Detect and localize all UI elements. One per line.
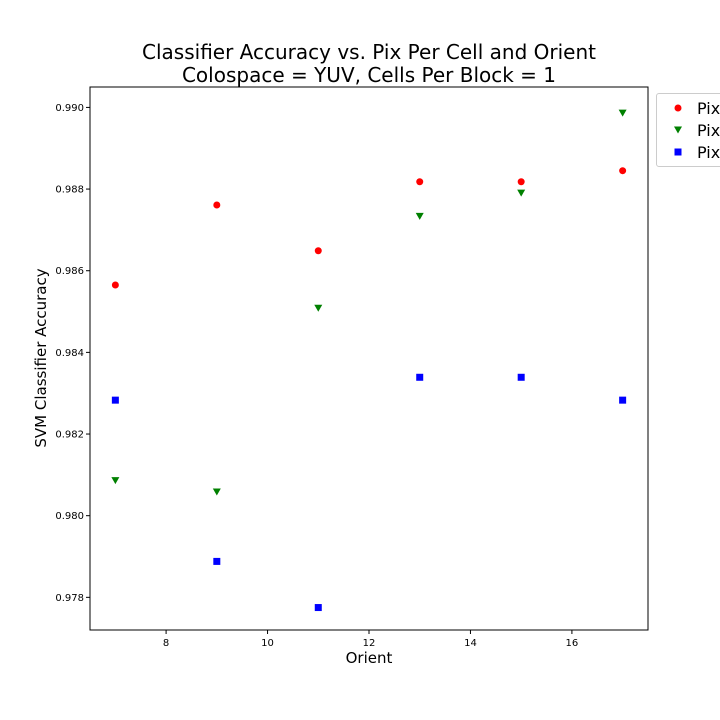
triangle-down-marker-icon [674, 126, 682, 134]
data-point-circle [111, 281, 119, 289]
data-point-triangle-down [111, 477, 120, 485]
square-marker-icon [674, 148, 682, 156]
y-tick-label: 0.982 [55, 430, 84, 441]
data-point-square [213, 557, 221, 565]
y-tick-label: 0.988 [55, 185, 84, 196]
x-tick-label: 16 [566, 638, 579, 649]
x-tick-label: 14 [464, 638, 477, 649]
data-point-triangle-down [415, 212, 424, 220]
y-tick-label: 0.980 [55, 511, 84, 522]
data-point-square [416, 373, 424, 381]
legend-label: Pix [697, 142, 720, 162]
data-point-triangle-down [618, 109, 627, 117]
x-tick-label: 10 [261, 638, 274, 649]
data-point-triangle-down [212, 488, 221, 496]
chart-title: Classifier Accuracy vs. Pix Per Cell and… [142, 40, 596, 64]
x-tick-label: 8 [163, 638, 169, 649]
y-tick-label: 0.990 [55, 103, 84, 114]
data-point-square [314, 604, 322, 612]
y-axis-label: SVM Classifier Accuracy [32, 268, 50, 447]
legend-entry-3: Pix [657, 142, 720, 162]
y-tick-label: 0.986 [55, 266, 84, 277]
legend-entry-2: Pix [657, 120, 720, 140]
data-point-circle [213, 201, 221, 209]
data-point-circle [416, 178, 424, 186]
legend-entry-1: Pix [657, 98, 720, 118]
x-axis-label: Orient [346, 649, 393, 667]
plot-frame [89, 86, 649, 631]
data-point-triangle-down [314, 304, 323, 312]
data-point-circle [517, 178, 525, 186]
legend: Pix Pix Pix [656, 93, 720, 167]
chart-subtitle: Colospace = YUV, Cells Per Block = 1 [181, 63, 557, 87]
legend-label: Pix [697, 98, 720, 118]
data-point-circle [619, 167, 627, 175]
y-tick-label: 0.978 [55, 593, 84, 604]
y-tick-label: 0.984 [55, 348, 84, 359]
data-point-square [517, 373, 525, 381]
data-point-square [619, 396, 627, 404]
x-tick-label: 12 [363, 638, 376, 649]
data-point-square [111, 396, 119, 404]
legend-label: Pix [697, 120, 720, 140]
circle-marker-icon [674, 104, 682, 112]
data-point-circle [314, 247, 322, 255]
data-point-triangle-down [517, 189, 526, 197]
